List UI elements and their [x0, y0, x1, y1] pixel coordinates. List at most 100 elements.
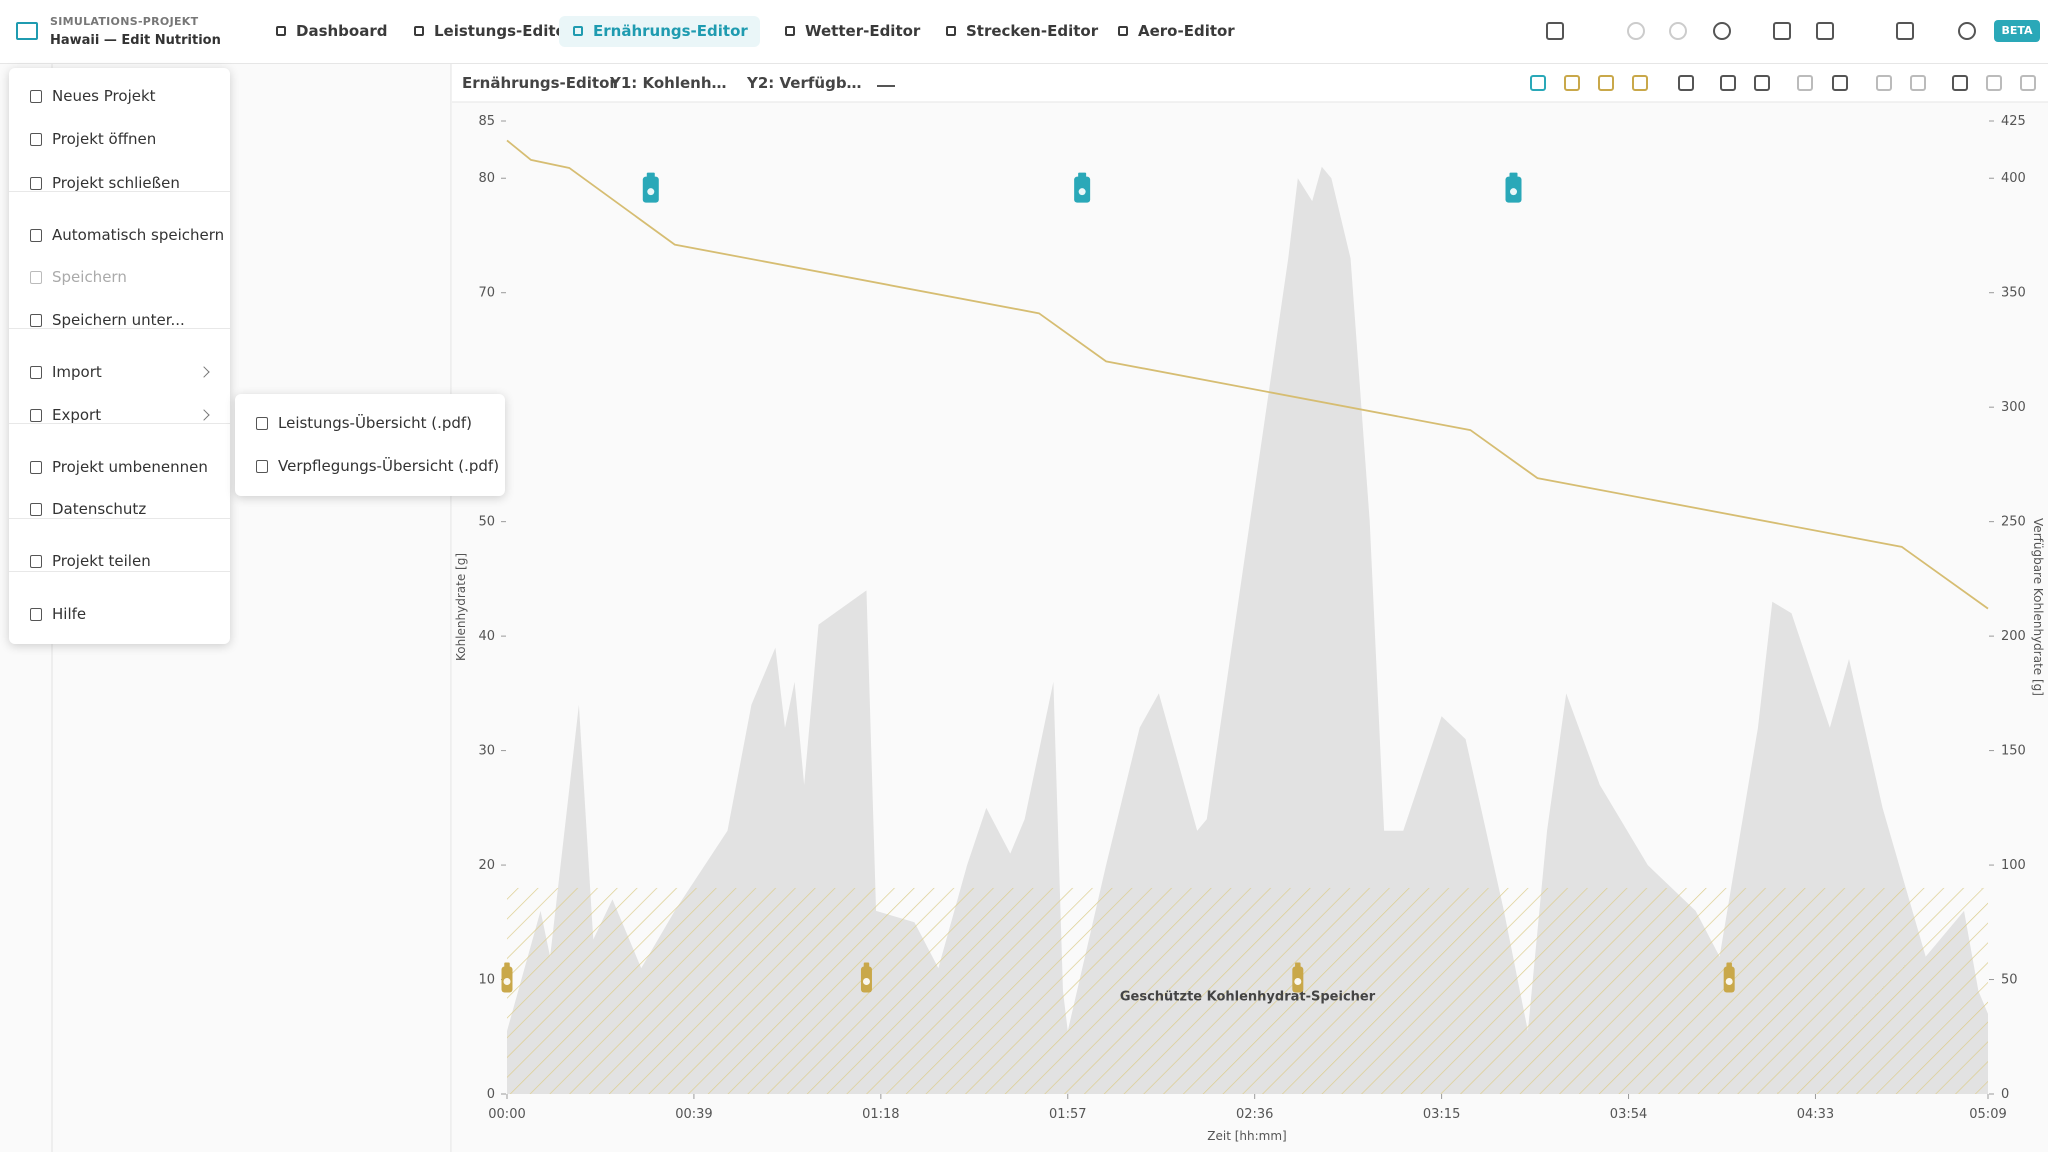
x-tick-label: 02:36 — [1236, 1107, 1273, 1122]
folder-icon[interactable] — [16, 22, 38, 40]
toolbar-icon[interactable] — [1720, 75, 1736, 91]
tab-icon — [1118, 26, 1128, 36]
available-carbs-line — [506, 139, 1989, 610]
drink-marker-cap — [1078, 172, 1087, 178]
y-tick-label: 40 — [478, 629, 495, 644]
toolbar-icon[interactable] — [1797, 75, 1813, 91]
gel-marker — [501, 962, 513, 993]
menu-label: Projekt schließen — [52, 174, 180, 192]
nav-tab[interactable]: Dashboard — [262, 16, 399, 47]
header-icon[interactable] — [1546, 22, 1564, 40]
submenu-item[interactable]: Leistungs-Übersicht (.pdf) — [235, 405, 505, 441]
trend-icon[interactable] — [877, 77, 895, 87]
nav-tab[interactable]: Wetter-Editor — [771, 16, 932, 47]
header-icon[interactable] — [1816, 22, 1834, 40]
y2-select[interactable]: Y2: Verfügb… — [747, 74, 862, 92]
tab-icon — [946, 26, 956, 36]
y-tick-label: 50 — [478, 515, 495, 530]
toolbar-icon[interactable] — [1678, 75, 1694, 91]
header-icon[interactable] — [1713, 22, 1731, 40]
menu-icon — [30, 229, 42, 242]
x-tick-label: 01:18 — [862, 1107, 899, 1122]
tab-icon — [573, 26, 583, 36]
project-label: SIMULATIONS-PROJEKT — [50, 15, 199, 28]
gel-marker-glyph — [1294, 978, 1302, 986]
chevron — [198, 409, 210, 421]
tab-label: Aero-Editor — [1138, 22, 1235, 40]
tab-label: Leistungs-Editor — [434, 22, 574, 40]
menu-item[interactable]: Projekt schließen — [9, 165, 230, 201]
header-icon[interactable] — [1627, 22, 1645, 40]
menu-item[interactable]: Automatisch speichern — [9, 217, 230, 253]
menu-label: Verpflegungs-Übersicht (.pdf) — [278, 457, 500, 475]
menu-icon — [30, 366, 42, 379]
drink-marker-glyph — [1510, 188, 1518, 196]
toolbar-icon[interactable] — [1986, 75, 2002, 91]
y2-axis-title: Verfügbare Kohlenhydrate [g] — [2031, 518, 2045, 696]
menu-icon — [256, 417, 268, 430]
menu-item[interactable]: Projekt teilen — [9, 543, 230, 579]
y1-select[interactable]: Y1: Kohlenh… — [610, 74, 727, 92]
menu-label: Datenschutz — [52, 500, 147, 518]
gel-marker-cap — [863, 962, 870, 968]
y-axis-title: Kohlenhydrate [g] — [454, 553, 468, 661]
x-tick-label: 04:33 — [1797, 1107, 1834, 1122]
menu-item[interactable]: Projekt umbenennen — [9, 449, 230, 485]
toolbar-icon[interactable] — [1832, 75, 1848, 91]
y2-tick-label: 200 — [2001, 629, 2026, 644]
toolbar-icon[interactable] — [1952, 75, 1968, 91]
gel-marker-glyph — [503, 978, 511, 986]
drink-marker-glyph — [647, 188, 655, 196]
toolbar-icon[interactable] — [1564, 75, 1580, 91]
menu-item[interactable]: Projekt öffnen — [9, 121, 230, 157]
menu-label: Projekt öffnen — [52, 130, 157, 148]
menu-item[interactable]: Hilfe — [9, 596, 230, 632]
menu-separator — [9, 518, 230, 519]
y2-tick-label: 100 — [2001, 858, 2026, 873]
drink-marker — [1505, 172, 1522, 203]
menu-item[interactable]: Export — [9, 397, 230, 433]
y2-tick-label: 150 — [2001, 744, 2026, 759]
menu-item[interactable]: Speichern unter... — [9, 302, 230, 338]
menu-separator — [9, 191, 230, 192]
toolbar-icon[interactable] — [2020, 75, 2036, 91]
header-icon[interactable] — [1773, 22, 1791, 40]
menu-item[interactable]: Datenschutz — [9, 491, 230, 527]
y-tick-label: 0 — [487, 1087, 495, 1102]
menu-item[interactable]: Import — [9, 354, 230, 390]
header-icon[interactable] — [1669, 22, 1687, 40]
y2-tick-label: 400 — [2001, 171, 2026, 186]
nav-tab[interactable]: Leistungs-Editor — [400, 16, 585, 47]
menu-icon — [30, 271, 42, 284]
file-menu: Neues Projekt Projekt öffnen Projekt schli… — [9, 68, 230, 644]
menu-label: Import — [52, 363, 102, 381]
menu-separator — [9, 328, 230, 329]
header-icon[interactable] — [1958, 22, 1976, 40]
gel-marker-cap — [504, 962, 510, 968]
header-icon[interactable] — [1896, 22, 1914, 40]
toolbar-icon[interactable] — [1876, 75, 1892, 91]
menu-icon — [30, 461, 42, 474]
tab-label: Dashboard — [296, 22, 388, 40]
drink-marker — [642, 172, 659, 203]
y-tick-label: 30 — [478, 744, 495, 759]
menu-label: Leistungs-Übersicht (.pdf) — [278, 414, 473, 432]
menu-label: Automatisch speichern — [52, 226, 225, 244]
toolbar-icon[interactable] — [1632, 75, 1648, 91]
protected-zone-label: Geschützte Kohlenhydrat-Speicher — [1120, 989, 1376, 1004]
toolbar-icon[interactable] — [1530, 75, 1546, 91]
toolbar-icon[interactable] — [1910, 75, 1926, 91]
nav-tab[interactable]: Ernährungs-Editor — [559, 16, 760, 47]
toolbar-icon[interactable] — [1598, 75, 1614, 91]
nav-tab[interactable]: Strecken-Editor — [932, 16, 1110, 47]
submenu-item[interactable]: Verpflegungs-Übersicht (.pdf) — [235, 448, 505, 484]
menu-separator — [9, 423, 230, 424]
tab-icon — [414, 26, 424, 36]
x-tick-label: 03:54 — [1610, 1107, 1647, 1122]
menu-item[interactable]: Neues Projekt — [9, 78, 230, 114]
toolbar-icon[interactable] — [1754, 75, 1770, 91]
menu-icon — [30, 177, 42, 190]
nav-tab[interactable]: Aero-Editor — [1104, 16, 1247, 47]
gel-marker — [860, 962, 872, 993]
